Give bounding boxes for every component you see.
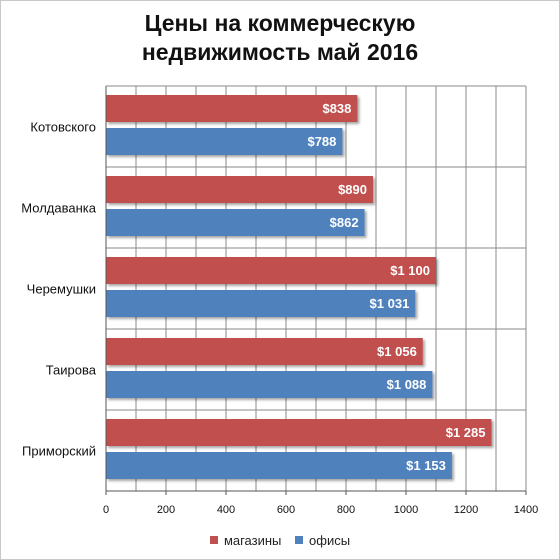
data-label: $1 031 (370, 296, 410, 311)
data-label: $1 285 (446, 425, 486, 440)
axes: Котовского Молдаванка Черемушки Таирова Прим… (21, 86, 538, 516)
category-label: Таирова (46, 363, 97, 378)
data-label: $862 (330, 215, 359, 230)
bar-shops-4 (106, 419, 492, 446)
x-tick-label: 400 (217, 504, 235, 516)
x-tick-label: 200 (157, 504, 175, 516)
legend-swatch-shops (209, 536, 218, 545)
bar-offices-3 (106, 371, 433, 398)
data-label: $1 056 (377, 344, 417, 359)
bar-offices-0 (106, 128, 343, 155)
data-labels: $838 $788 $890 $862 $1 100 $1 031 $1 056 $1 088… (307, 101, 485, 473)
data-label: $838 (322, 101, 351, 116)
legend-item-shops: магазины (209, 532, 282, 548)
bar-shops-0 (106, 95, 358, 122)
data-label: $1 100 (390, 263, 430, 278)
bar-shops-2 (106, 257, 436, 284)
chart-title-line-2: недвижимость май 2016 (141, 39, 419, 65)
legend: магазины офисы (1, 531, 559, 548)
bar-offices-2 (106, 290, 416, 317)
x-tick-label: 0 (103, 504, 109, 516)
data-label: $890 (338, 182, 367, 197)
data-label: $788 (307, 134, 336, 149)
category-label: Молдаванка (21, 201, 96, 216)
bar-offices-4 (106, 452, 452, 479)
bar-offices-1 (106, 209, 365, 236)
category-label: Котовского (30, 120, 96, 135)
legend-label-shops: магазины (223, 532, 282, 548)
x-tick-label: 1400 (514, 504, 538, 516)
bar-shops-1 (106, 176, 373, 203)
category-label: Черемушки (27, 282, 96, 297)
bars (106, 95, 492, 479)
data-label: $1 153 (406, 458, 446, 473)
category-label: Приморский (22, 444, 96, 459)
chart-title: Цены на коммерческую недвижимость май 20… (1, 9, 559, 67)
chart-title-line-1: Цены на коммерческую (144, 10, 416, 36)
legend-item-offices: офисы (295, 532, 350, 548)
x-tick-label: 600 (277, 504, 295, 516)
data-label: $1 088 (387, 377, 427, 392)
x-tick-label: 1200 (454, 504, 478, 516)
legend-swatch-offices (295, 536, 304, 545)
legend-label-offices: офисы (309, 532, 351, 548)
x-tick-label: 1000 (394, 504, 418, 516)
bar-shops-3 (106, 338, 423, 365)
x-tick-label: 800 (337, 504, 355, 516)
